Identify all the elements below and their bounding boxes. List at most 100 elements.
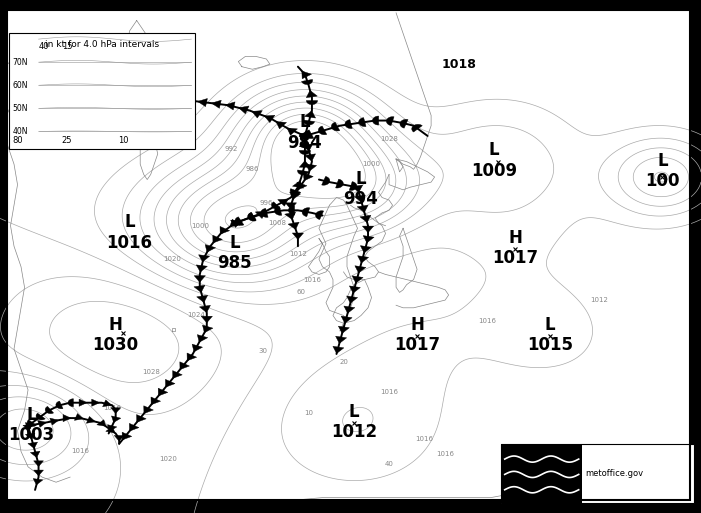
Bar <box>501 444 583 503</box>
Text: L: L <box>657 151 668 170</box>
Polygon shape <box>252 111 262 118</box>
Polygon shape <box>363 235 374 243</box>
Text: 1016: 1016 <box>303 277 321 283</box>
Text: 1020: 1020 <box>159 456 177 462</box>
Polygon shape <box>358 255 369 263</box>
Polygon shape <box>28 442 37 448</box>
Polygon shape <box>111 416 121 423</box>
Polygon shape <box>92 399 100 406</box>
Polygon shape <box>285 212 296 220</box>
Polygon shape <box>285 203 297 209</box>
Polygon shape <box>315 211 324 220</box>
Polygon shape <box>336 336 346 343</box>
Text: L: L <box>299 113 311 131</box>
Polygon shape <box>304 120 315 125</box>
Text: H: H <box>508 228 522 247</box>
Text: 1030: 1030 <box>93 336 139 354</box>
Polygon shape <box>151 397 161 405</box>
Polygon shape <box>292 233 304 240</box>
Polygon shape <box>349 182 357 190</box>
Polygon shape <box>194 275 205 282</box>
Polygon shape <box>220 226 230 234</box>
Polygon shape <box>205 245 216 252</box>
Polygon shape <box>197 334 207 342</box>
Text: L: L <box>229 233 240 252</box>
Polygon shape <box>201 316 212 323</box>
Polygon shape <box>230 219 240 227</box>
Polygon shape <box>199 305 210 312</box>
Text: L: L <box>124 213 135 231</box>
Polygon shape <box>287 128 297 135</box>
Polygon shape <box>332 122 340 131</box>
Text: 996: 996 <box>259 200 273 206</box>
Text: 30: 30 <box>259 348 267 354</box>
Polygon shape <box>306 90 318 97</box>
Text: H: H <box>109 315 123 334</box>
Text: L: L <box>545 315 556 334</box>
Polygon shape <box>306 101 318 105</box>
Polygon shape <box>56 401 63 409</box>
Text: L: L <box>348 403 360 421</box>
Polygon shape <box>299 134 310 141</box>
Polygon shape <box>68 399 74 407</box>
Polygon shape <box>192 344 203 352</box>
Text: 1018: 1018 <box>442 57 477 71</box>
Polygon shape <box>357 205 368 212</box>
Polygon shape <box>129 423 139 431</box>
Polygon shape <box>86 417 95 423</box>
Polygon shape <box>33 479 43 485</box>
Text: 1000: 1000 <box>362 161 381 167</box>
Polygon shape <box>264 115 275 123</box>
Text: 985: 985 <box>217 254 252 272</box>
Text: 1017: 1017 <box>492 249 538 267</box>
Text: 1009: 1009 <box>471 162 517 180</box>
Text: 1016: 1016 <box>478 318 496 324</box>
Text: 986: 986 <box>245 166 259 172</box>
Polygon shape <box>299 131 310 138</box>
Polygon shape <box>198 98 207 107</box>
Text: 994: 994 <box>343 190 379 208</box>
Text: 70N: 70N <box>13 57 28 67</box>
Text: 1000: 1000 <box>191 223 209 229</box>
Polygon shape <box>34 461 43 467</box>
Polygon shape <box>299 150 311 154</box>
Polygon shape <box>255 211 266 219</box>
Text: 1016: 1016 <box>72 448 90 455</box>
Text: 20: 20 <box>339 359 348 365</box>
Polygon shape <box>114 436 124 441</box>
Text: 1016: 1016 <box>107 233 153 252</box>
Text: 1016: 1016 <box>103 405 121 411</box>
Text: 1016: 1016 <box>436 451 454 457</box>
Polygon shape <box>180 362 189 369</box>
Polygon shape <box>212 100 222 108</box>
Polygon shape <box>297 182 307 190</box>
Polygon shape <box>144 406 154 413</box>
Text: 1024: 1024 <box>187 312 205 319</box>
Polygon shape <box>184 95 193 103</box>
Polygon shape <box>107 425 117 431</box>
Polygon shape <box>27 420 36 426</box>
Polygon shape <box>352 185 362 192</box>
Polygon shape <box>336 179 343 188</box>
Polygon shape <box>194 285 205 292</box>
Text: H: H <box>410 315 424 334</box>
Text: 1015: 1015 <box>527 336 573 354</box>
Polygon shape <box>304 111 315 118</box>
Polygon shape <box>187 353 197 361</box>
Polygon shape <box>299 133 310 140</box>
Text: 60N: 60N <box>13 81 28 90</box>
Polygon shape <box>247 212 256 221</box>
Polygon shape <box>299 140 311 147</box>
Polygon shape <box>213 235 222 243</box>
Polygon shape <box>355 195 365 202</box>
Polygon shape <box>122 432 132 440</box>
Polygon shape <box>63 415 71 422</box>
Polygon shape <box>45 406 53 413</box>
Polygon shape <box>231 220 241 227</box>
Text: 1012: 1012 <box>289 251 307 257</box>
Polygon shape <box>288 206 294 215</box>
Polygon shape <box>278 199 288 206</box>
Polygon shape <box>345 120 353 129</box>
Polygon shape <box>23 424 32 430</box>
Polygon shape <box>344 306 355 313</box>
